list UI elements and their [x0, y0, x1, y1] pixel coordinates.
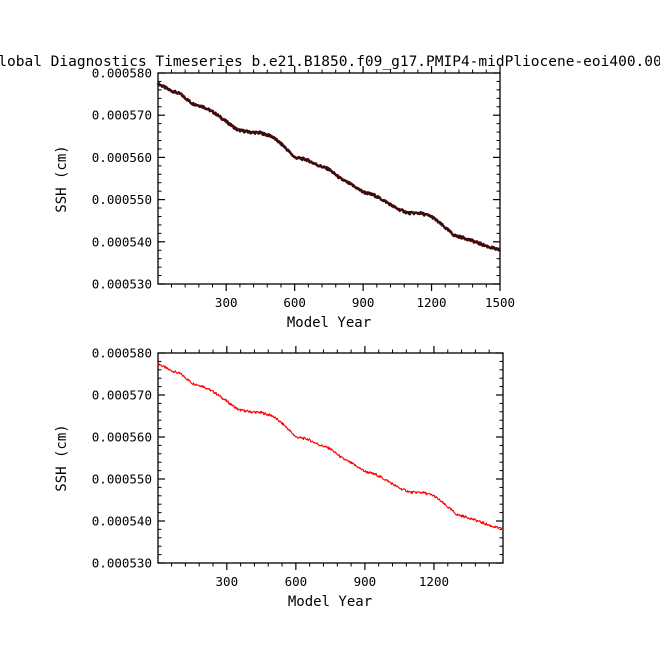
- bottom-axis-ticks: 0.000530 0.000540 0.000550 0.000560 0.000570…: [92, 346, 503, 589]
- bottom-x-tick-label: 900: [354, 574, 377, 589]
- bottom-x-tick-label: 300: [216, 574, 239, 589]
- top-x-tick-label: 600: [283, 295, 306, 310]
- top-y-tick-label: 0.000570: [92, 108, 152, 123]
- top-axis-ticks: 0.000530 0.000540 0.000550 0.000560 0.000570…: [92, 66, 515, 311]
- bottom-y-tick-label: 0.000550: [92, 472, 152, 487]
- top-x-axis-label: Model Year: [287, 315, 371, 331]
- bottom-y-axis-label: SSH (cm): [54, 424, 70, 491]
- bottom-y-tick-label: 0.000530: [92, 556, 152, 571]
- figure-title: Global Diagnostics Timeseries b.e21.B185…: [0, 54, 660, 70]
- top-x-tick-label: 1500: [485, 295, 515, 310]
- top-y-tick-label: 0.000560: [92, 150, 152, 165]
- bottom-x-axis-label: Model Year: [288, 594, 372, 610]
- bottom-y-tick-label: 0.000580: [92, 346, 152, 361]
- bottom-series-line: [157, 362, 504, 531]
- top-x-tick-label: 900: [352, 295, 375, 310]
- top-x-tick-label: 300: [215, 295, 238, 310]
- top-series-line-overlay: [157, 82, 501, 252]
- top-y-tick-label: 0.000530: [92, 277, 152, 292]
- bottom-x-tick-label: 1200: [419, 574, 449, 589]
- top-chart-panel: 0.000530 0.000540 0.000550 0.000560 0.000570…: [54, 66, 515, 332]
- bottom-y-tick-label: 0.000570: [92, 388, 152, 403]
- top-y-axis-label: SSH (cm): [54, 145, 70, 212]
- top-y-tick-label: 0.000580: [92, 66, 152, 81]
- bottom-chart-panel: 0.000530 0.000540 0.000550 0.000560 0.000570…: [54, 346, 504, 610]
- top-y-tick-label: 0.000550: [92, 192, 152, 207]
- top-series-line: [156, 81, 501, 252]
- top-x-tick-label: 1200: [416, 295, 446, 310]
- bottom-x-tick-label: 600: [285, 574, 308, 589]
- bottom-plot-frame: [157, 352, 504, 564]
- bottom-y-tick-label: 0.000540: [92, 514, 152, 529]
- top-plot-frame: [157, 72, 501, 285]
- bottom-y-tick-label: 0.000560: [92, 430, 152, 445]
- top-y-tick-label: 0.000540: [92, 234, 152, 249]
